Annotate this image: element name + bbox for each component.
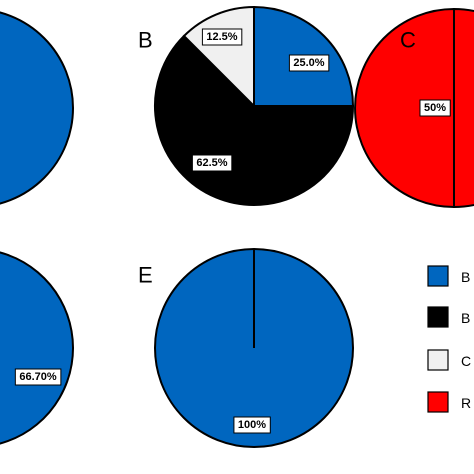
pie-panels: 25.0% 62.5% 12.5% B 50% C 66.70% 100% E	[0, 5, 474, 448]
legend-swatch	[427, 306, 449, 328]
data-label-text: 50%	[424, 102, 446, 114]
data-label: 12.5%	[201, 28, 243, 46]
legend-label: B	[461, 310, 470, 326]
pie-slice	[453, 7, 474, 209]
data-label-box	[14, 368, 62, 386]
pie-panel	[0, 11, 74, 205]
panel-letter: C	[400, 28, 416, 53]
pie-panel: 25.0% 62.5% 12.5%	[154, 5, 355, 206]
data-label: 62.5%	[191, 154, 233, 172]
pie-slice	[0, 11, 74, 205]
legend-item: C	[427, 349, 471, 371]
legend-item: B	[427, 265, 470, 287]
data-label: 25.0%	[288, 54, 330, 72]
legend-label: C	[461, 353, 471, 369]
data-label-text: 25.0%	[293, 57, 324, 69]
data-label-text: 66.70%	[19, 371, 57, 383]
data-label-box	[191, 154, 233, 172]
pie-panel: 50%	[354, 7, 474, 209]
data-label-box	[288, 54, 330, 72]
data-label: 66.70%	[14, 368, 62, 386]
legend-swatch	[427, 349, 449, 371]
legend-label: B	[461, 269, 470, 285]
legend-swatch	[427, 391, 449, 413]
legend-item: B	[427, 306, 470, 328]
legend: B B C R	[427, 265, 471, 413]
panel-letter: B	[138, 28, 153, 53]
data-label-text: 100%	[238, 419, 266, 431]
legend-label: R	[461, 395, 471, 411]
data-label-text: 12.5%	[206, 31, 237, 43]
panel-letter: E	[138, 263, 153, 288]
data-label-box	[419, 99, 451, 117]
data-label: 100%	[233, 416, 271, 434]
legend-item: R	[427, 391, 471, 413]
pie-slice	[0, 251, 74, 445]
data-label: 50%	[419, 99, 451, 117]
data-label-box	[233, 416, 271, 434]
pie-slice	[354, 7, 455, 209]
pie-panel: 66.70%	[0, 251, 74, 445]
pie-panel: 100%	[154, 248, 354, 448]
legend-swatch	[427, 265, 449, 287]
data-label-text: 62.5%	[196, 157, 227, 169]
data-label-box	[201, 28, 243, 46]
